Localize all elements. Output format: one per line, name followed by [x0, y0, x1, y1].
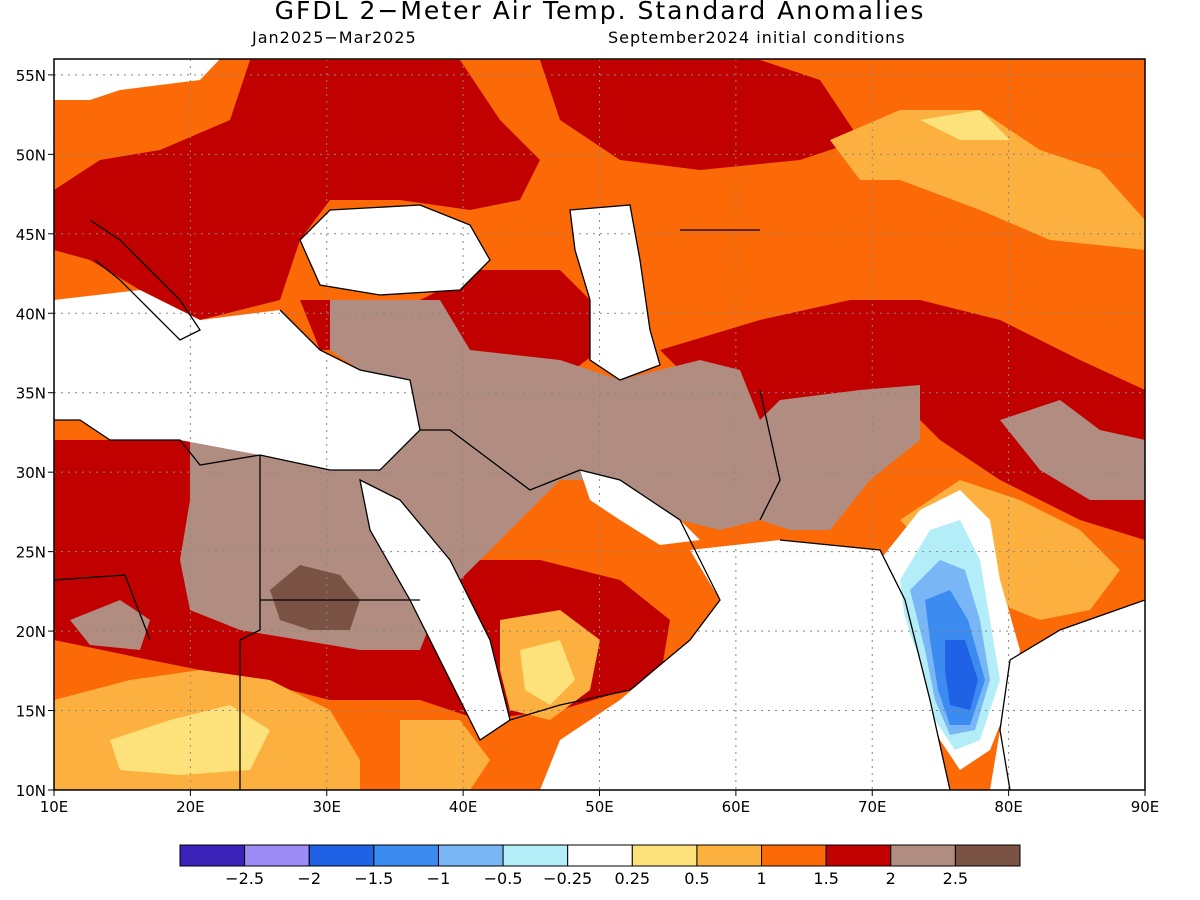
legend-swatch: [308, 844, 375, 867]
persian-gulf: [580, 470, 700, 545]
lat-tick-label: 20N: [16, 623, 46, 641]
mediterranean-sea: [54, 290, 420, 470]
legend-swatch: [954, 844, 1021, 867]
lat-tick-label: 55N: [16, 67, 46, 85]
arabian-sea: [540, 540, 950, 790]
lon-tick-label: 50E: [585, 798, 614, 816]
anomaly-region-middle-east: [180, 300, 920, 650]
color-legend: −2.5 −2 −1.5 −1 −0.5 −0.25 0.25 0.5 1 1.5 2 2.5: [179, 844, 1021, 888]
anomaly-region-kazakhstan: [830, 110, 1145, 250]
lon-tick-label: 20E: [176, 798, 205, 816]
coastline-india: [779, 539, 1146, 791]
legend-swatch: [825, 844, 892, 867]
lon-tick-label: 80E: [994, 798, 1023, 816]
legend-label: −1.5: [354, 869, 393, 888]
legend-label: 1.5: [813, 869, 838, 888]
legend-swatch: [890, 844, 956, 867]
north-sea: [54, 59, 220, 100]
lat-tick-label: 25N: [16, 544, 46, 562]
border-middle-east: [420, 229, 781, 521]
legend-swatch: [502, 844, 569, 867]
legend-swatch: [696, 844, 763, 867]
coastline-black-sea: [299, 204, 491, 296]
coastlines: [53, 204, 1146, 791]
legend-label: −0.25: [543, 869, 592, 888]
lon-tick-label: 30E: [312, 798, 341, 816]
coastline-caspian: [569, 204, 661, 381]
legend-label: −2: [297, 869, 321, 888]
legend-swatch: [437, 844, 504, 867]
anomaly-region-sahara-core: [270, 565, 360, 630]
lat-tick-label: 15N: [16, 703, 46, 721]
coastline-italy: [89, 219, 201, 341]
anomaly-region-russia: [540, 60, 860, 170]
lon-tick-label: 60E: [722, 798, 751, 816]
border-africa-line: [53, 455, 420, 790]
coastline-red-sea: [359, 478, 511, 741]
lat-tick-label: 10N: [16, 782, 46, 800]
anomaly-region-horn: [400, 720, 490, 790]
lon-tick-label: 70E: [858, 798, 887, 816]
lat-tick-label: 45N: [16, 226, 46, 244]
legend-label: −2.5: [225, 869, 264, 888]
lon-tick-label: 10E: [40, 798, 69, 816]
chart-title: GFDL 2−Meter Air Temp. Standard Anomalie…: [274, 0, 926, 25]
legend-label: 1: [756, 869, 766, 888]
initial-conditions: September2024 initial conditions: [608, 28, 906, 47]
longitude-axis: 10E 20E 30E 40E 50E 60E 70E 80E 90E: [40, 790, 1160, 816]
legend-label: 2.5: [943, 869, 968, 888]
red-sea: [360, 480, 510, 740]
map-plot-area: [54, 59, 1145, 790]
legend-swatch: [244, 844, 310, 867]
coastline-arabia: [509, 469, 721, 721]
black-sea: [300, 205, 490, 295]
anomaly-region-kazakhstan-core: [920, 110, 1010, 140]
legend-label: −0.5: [484, 869, 523, 888]
anomaly-region-yemen-core: [520, 640, 575, 705]
anomaly-region-europe: [54, 60, 540, 320]
lat-tick-label: 40N: [16, 305, 46, 323]
legend-swatch: [631, 844, 698, 867]
latitude-axis: 10N 15N 20N 25N 30N 35N 40N 45N 50N 55N: [16, 67, 54, 800]
legend-label: 0.5: [684, 869, 709, 888]
bay-of-bengal: [990, 600, 1145, 790]
anomaly-region-india-deep-blue: [945, 640, 978, 710]
legend-label: 0.25: [614, 869, 650, 888]
legend-swatch: [179, 844, 246, 867]
lat-tick-label: 35N: [16, 385, 46, 403]
legend-label: 2: [886, 869, 896, 888]
anomaly-region-central-asia: [660, 300, 1145, 540]
lat-tick-label: 30N: [16, 464, 46, 482]
legend-label: −1: [427, 869, 451, 888]
lat-tick-label: 50N: [16, 146, 46, 164]
legend-swatch: [567, 844, 633, 867]
forecast-period: Jan2025−Mar2025: [252, 28, 417, 47]
legend-swatch: [373, 844, 439, 867]
lon-tick-label: 40E: [449, 798, 478, 816]
anomaly-region-himalaya: [1000, 400, 1145, 500]
legend-swatch: [761, 844, 827, 867]
lon-tick-label: 90E: [1131, 798, 1160, 816]
anomaly-region-africa-west: [70, 600, 150, 650]
coastline-mediterranean-north: [54, 309, 421, 471]
